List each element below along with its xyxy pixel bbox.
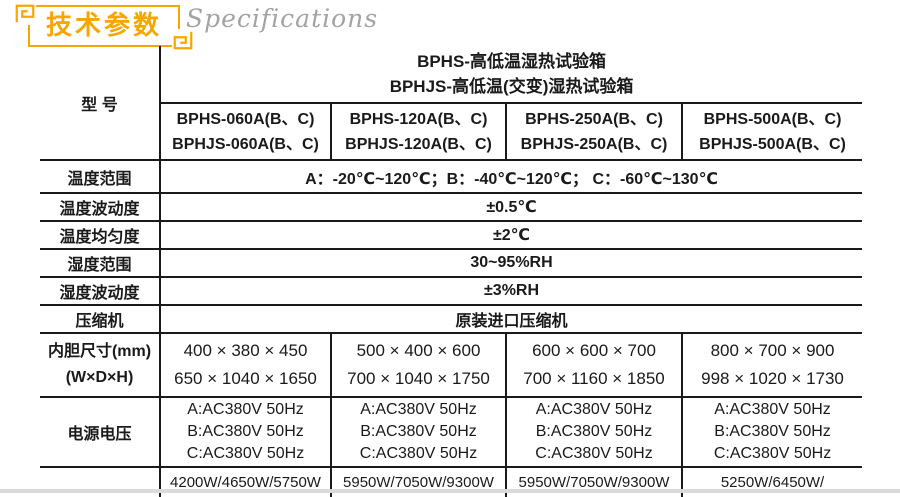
spec-value-humidity-range: 30~95%RH: [160, 249, 862, 277]
table-row: 湿度范围 30~95%RH: [40, 249, 862, 277]
spec-label-temp-fluctuation: 温度波动度: [40, 193, 160, 221]
bottom-edge-divider: [0, 489, 900, 493]
dims-label-cell: 内胆尺寸(mm) (W×D×H): [40, 333, 160, 397]
model-name: BPHJS-250A(B、C): [509, 132, 679, 157]
dims-outer: 700 × 1040 × 1750: [334, 365, 503, 393]
model-name: BPHS-120A(B、C): [334, 107, 503, 132]
spec-label-temp-uniformity: 温度均匀度: [40, 221, 160, 249]
voltage-line: B:AC380V 50Hz: [163, 421, 328, 443]
model-cell-120: BPHS-120A(B、C) BPHJS-120A(B、C): [331, 103, 506, 160]
voltage-line: A:AC380V 50Hz: [334, 399, 503, 421]
dims-cell-500: 800 × 700 × 900 998 × 1020 × 1730: [682, 333, 862, 397]
table-row: 温度波动度 ±0.5℃: [40, 193, 862, 221]
voltage-line: A:AC380V 50Hz: [509, 399, 679, 421]
model-name: BPHJS-500A(B、C): [685, 132, 860, 157]
spec-value-temp-fluctuation: ±0.5℃: [160, 193, 862, 221]
voltage-line: A:AC380V 50Hz: [685, 399, 860, 421]
spec-value-humidity-fluctuation: ±3%RH: [160, 277, 862, 305]
dims-label-line2: (W×D×H): [42, 365, 157, 391]
voltage-line: C:AC380V 50Hz: [685, 443, 860, 465]
voltage-line: C:AC380V 50Hz: [334, 443, 503, 465]
spec-label-compressor: 压缩机: [40, 305, 160, 333]
voltage-cell-250: A:AC380V 50Hz B:AC380V 50Hz C:AC380V 50H…: [506, 397, 682, 467]
spec-value-compressor: 原装进口压缩机: [160, 305, 862, 333]
spec-table: 型 号 BPHS-高低温湿热试验箱 BPHJS-高低温(交变)湿热试验箱 BPH…: [40, 46, 862, 497]
spec-value-temp-range: A：-20℃~120℃；B：-40℃~120℃； C：-60℃~130℃: [160, 160, 862, 193]
table-row: 温度均匀度 ±2℃: [40, 221, 862, 249]
table-row: 温度范围 A：-20℃~120℃；B：-40℃~120℃； C：-60℃~130…: [40, 160, 862, 193]
specifications-table: 型 号 BPHS-高低温湿热试验箱 BPHJS-高低温(交变)湿热试验箱 BPH…: [40, 46, 862, 497]
corner-ornament-top-left-icon: [14, 3, 36, 25]
model-name: BPHS-500A(B、C): [685, 107, 860, 132]
table-row: 内胆尺寸(mm) (W×D×H) 400 × 380 × 450 650 × 1…: [40, 333, 862, 397]
series-title-line2: BPHJS-高低温(交变)湿热试验箱: [163, 74, 860, 99]
table-row: 电源电压 A:AC380V 50Hz B:AC380V 50Hz C:AC380…: [40, 397, 862, 467]
model-name: BPHS-250A(B、C): [509, 107, 679, 132]
voltage-label-cell: 电源电压: [40, 397, 160, 467]
dims-label-line1: 内胆尺寸(mm): [42, 339, 157, 365]
dims-cell-120: 500 × 400 × 600 700 × 1040 × 1750: [331, 333, 506, 397]
voltage-line: C:AC380V 50Hz: [163, 443, 328, 465]
page-subtitle: Specifications: [186, 4, 378, 33]
dims-outer: 700 × 1160 × 1850: [509, 365, 679, 393]
dims-inner: 500 × 400 × 600: [334, 337, 503, 365]
series-title-line1: BPHS-高低温湿热试验箱: [163, 49, 860, 74]
series-title-cell: BPHS-高低温湿热试验箱 BPHJS-高低温(交变)湿热试验箱: [160, 46, 862, 103]
voltage-cell-120: A:AC380V 50Hz B:AC380V 50Hz C:AC380V 50H…: [331, 397, 506, 467]
model-name: BPHJS-120A(B、C): [334, 132, 503, 157]
model-cell-060: BPHS-060A(B、C) BPHJS-060A(B、C): [160, 103, 331, 160]
voltage-line: B:AC380V 50Hz: [685, 421, 860, 443]
spec-value-temp-uniformity: ±2℃: [160, 221, 862, 249]
spec-label-temp-range: 温度范围: [40, 160, 160, 193]
dims-inner: 600 × 600 × 700: [509, 337, 679, 365]
spec-label-humidity-range: 湿度范围: [40, 249, 160, 277]
voltage-line: B:AC380V 50Hz: [509, 421, 679, 443]
model-row-label: 型 号: [40, 46, 160, 160]
model-cell-500: BPHS-500A(B、C) BPHJS-500A(B、C): [682, 103, 862, 160]
voltage-line: B:AC380V 50Hz: [334, 421, 503, 443]
dims-cell-250: 600 × 600 × 700 700 × 1160 × 1850: [506, 333, 682, 397]
voltage-cell-500: A:AC380V 50Hz B:AC380V 50Hz C:AC380V 50H…: [682, 397, 862, 467]
page-header: 技术参数 Specifications: [0, 0, 900, 46]
dims-inner: 800 × 700 × 900: [685, 337, 860, 365]
dims-outer: 650 × 1040 × 1650: [163, 365, 328, 393]
table-row: 湿度波动度 ±3%RH: [40, 277, 862, 305]
dims-cell-060: 400 × 380 × 450 650 × 1040 × 1650: [160, 333, 331, 397]
tech-params-badge: 技术参数: [28, 5, 180, 47]
model-name: BPHS-060A(B、C): [163, 107, 328, 132]
dims-outer: 998 × 1020 × 1730: [685, 365, 860, 393]
table-row: BPHS-060A(B、C) BPHJS-060A(B、C) BPHS-120A…: [40, 103, 862, 160]
table-row: 压缩机 原装进口压缩机: [40, 305, 862, 333]
model-cell-250: BPHS-250A(B、C) BPHJS-250A(B、C): [506, 103, 682, 160]
model-name: BPHJS-060A(B、C): [163, 132, 328, 157]
spec-label-humidity-fluctuation: 湿度波动度: [40, 277, 160, 305]
page-title: 技术参数: [46, 10, 162, 40]
table-row: 型 号 BPHS-高低温湿热试验箱 BPHJS-高低温(交变)湿热试验箱: [40, 46, 862, 103]
voltage-line: C:AC380V 50Hz: [509, 443, 679, 465]
voltage-cell-060: A:AC380V 50Hz B:AC380V 50Hz C:AC380V 50H…: [160, 397, 331, 467]
voltage-line: A:AC380V 50Hz: [163, 399, 328, 421]
dims-inner: 400 × 380 × 450: [163, 337, 328, 365]
